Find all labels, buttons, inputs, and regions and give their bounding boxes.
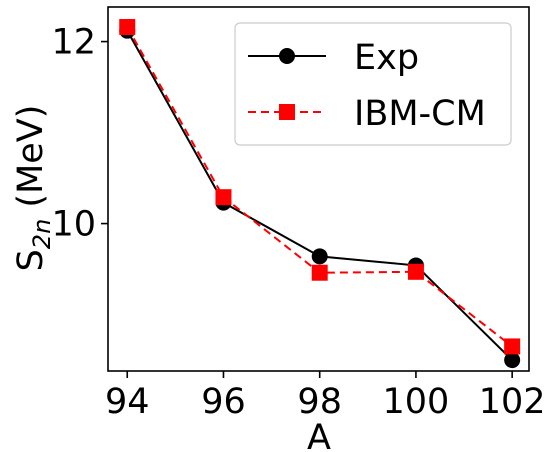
data-point-ibm-cm (119, 19, 136, 36)
legend-entry-ibm-cm: IBM-CM (248, 94, 486, 134)
data-point-exp (504, 352, 521, 369)
legend-label-ibm-cm: IBM-CM (354, 94, 486, 134)
legend-marker-exp (279, 48, 295, 64)
legend-entry-exp: Exp (248, 38, 419, 78)
axis-ticks: 94 96 98 100 102 10 12 (51, 23, 545, 422)
y-axis-title-main: S (11, 249, 51, 271)
data-point-ibm-cm (311, 264, 328, 281)
x-tick-label: 98 (297, 382, 342, 422)
legend-marker-ibm-cm (279, 104, 295, 120)
plot-frame (107, 6, 530, 372)
data-point-ibm-cm (504, 338, 521, 355)
legend-box (234, 22, 512, 146)
data-point-exp (311, 248, 328, 265)
data-point-ibm-cm (215, 189, 232, 206)
series-layer (119, 19, 521, 369)
y-axis-title: S2n (MeV) (11, 105, 56, 272)
x-tick-label: 96 (201, 382, 246, 422)
x-tick-label: 94 (105, 382, 150, 422)
x-axis-title: A (307, 418, 331, 452)
y-tick-label: 12 (51, 23, 96, 63)
y-tick-label: 10 (51, 205, 96, 245)
y-axis-title-subscript: 2n (28, 219, 56, 249)
data-point-ibm-cm (407, 263, 424, 280)
x-tick-label: 102 (479, 382, 546, 422)
plot-area (107, 6, 530, 372)
legend: Exp IBM-CM (234, 22, 512, 146)
series-ibm-cm (119, 19, 521, 355)
legend-label-exp: Exp (354, 38, 419, 78)
x-tick-label: 100 (383, 382, 450, 422)
y-axis-title-unit: (MeV) (11, 105, 51, 219)
